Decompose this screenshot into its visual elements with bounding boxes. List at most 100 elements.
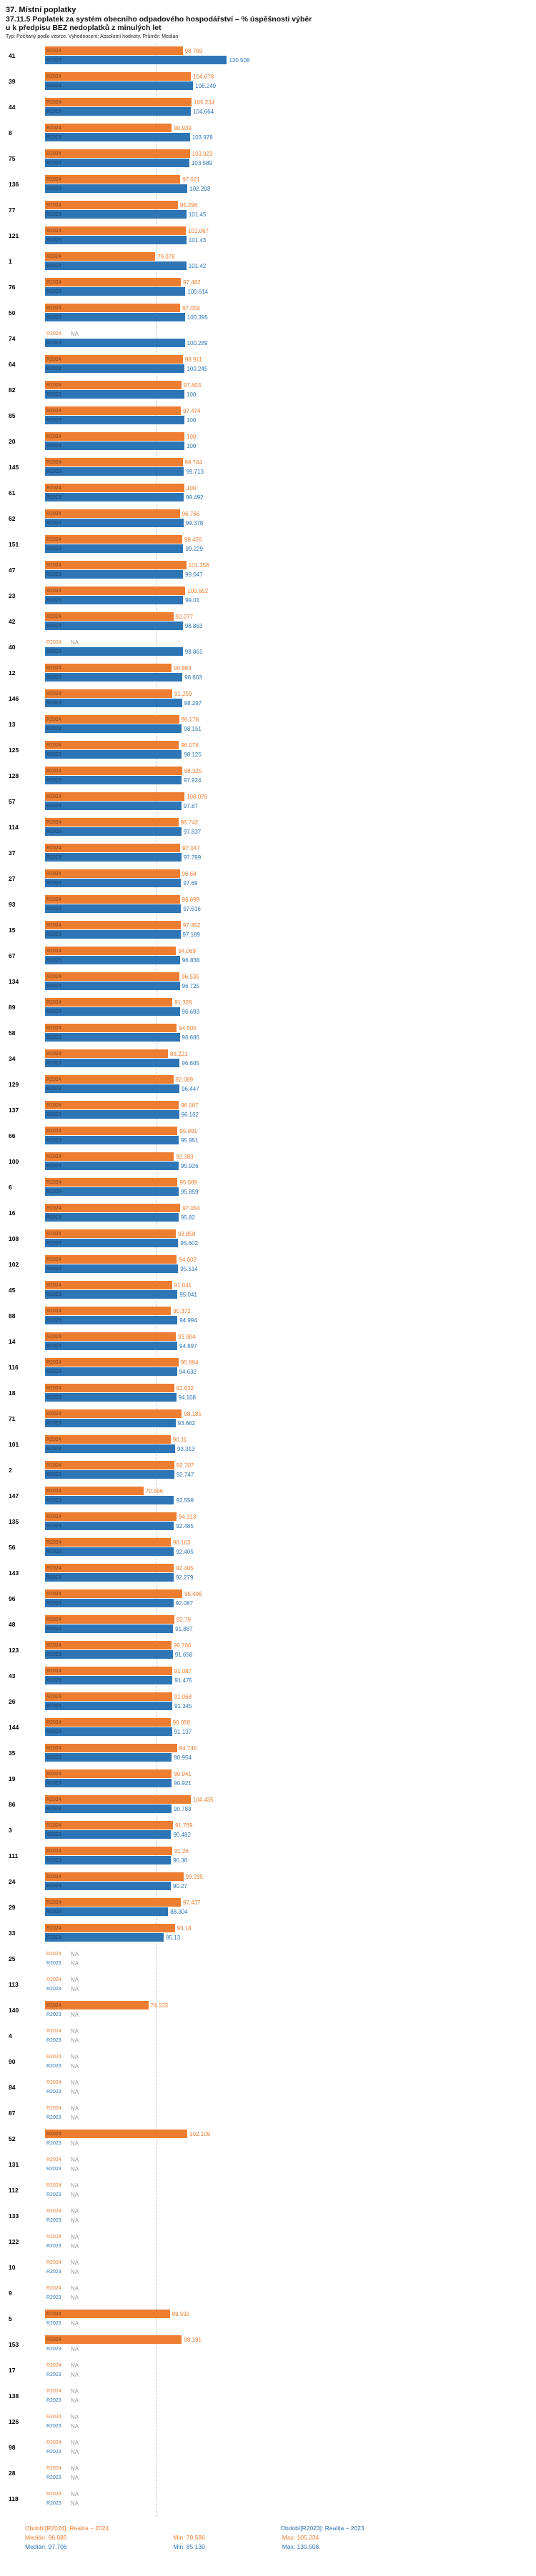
series-period-label: R2023	[46, 1549, 61, 1554]
entity-id-label: 128	[9, 772, 19, 779]
r2024-bar	[45, 561, 187, 569]
series-period-label: R2023	[46, 2140, 61, 2146]
bar-pair: R2024 NA R2023 NA	[45, 2490, 536, 2508]
bar-pair: R2024 NA R2023 NA	[45, 1950, 536, 1968]
value-label: 97.047	[182, 845, 200, 852]
series-period-label: R2024	[46, 356, 61, 362]
entity-id-label: 113	[9, 1981, 19, 1988]
r2023-bar-line: R2023 92.087	[45, 1599, 536, 1608]
chart-row: 2 R2024 92.707 R2023 92.747	[0, 1461, 536, 1479]
entity-id-label: 84	[9, 2084, 16, 2091]
value-label: NA	[71, 2028, 79, 2035]
series-period-label: R2024	[46, 434, 61, 439]
value-label: 96.007	[181, 1102, 199, 1109]
r2023-bar	[45, 81, 194, 90]
bar-pair: R2024 97.474 R2023 100	[45, 406, 536, 425]
value-label: 95.296	[179, 202, 198, 209]
series-period-label: R2024	[46, 2080, 61, 2085]
entity-id-label: 12	[9, 669, 16, 677]
r2023-bar	[45, 596, 184, 604]
series-period-label: R2023	[46, 237, 61, 243]
series-period-label: R2024	[46, 125, 61, 131]
r2024-bar	[45, 149, 190, 158]
r2024-bar	[45, 1744, 177, 1752]
entity-id-label: 1	[9, 258, 12, 265]
series-period-label: R2023	[46, 2320, 61, 2326]
bar-pair: R2024 93.858 R2023 95.602	[45, 1229, 536, 1248]
bar-pair: R2024 94.505 R2023 96.685	[45, 1024, 536, 1042]
legend-r2023: Období[R2023]: Realita – 2023	[280, 2525, 364, 2532]
r2024-bar	[45, 1667, 172, 1675]
r2023-bar-line: R2023 99.492	[45, 493, 536, 502]
series-period-label: R2023	[46, 1626, 61, 1632]
value-label: NA	[71, 1986, 79, 1992]
stats-row-r2023: Medián: 97.706 Min: 85.130 Max: 130.508.	[25, 2542, 536, 2552]
bar-pair: R2024 NA R2023 NA	[45, 2361, 536, 2380]
series-period-label: R2024	[46, 1437, 61, 1442]
value-label: 97.059	[182, 305, 200, 311]
value-label: 92.405	[176, 1565, 194, 1572]
chart-row: 74 R2024 NA R2023 100.289	[0, 329, 536, 348]
series-period-label: R2024	[46, 1642, 61, 1648]
entity-id-label: 57	[9, 798, 16, 805]
chart-row: 48 R2024 92.79 R2023 91.887	[0, 1615, 536, 1634]
chart-row: 50 R2024 97.059 R2023 100.395	[0, 304, 536, 322]
value-label: 100	[187, 391, 197, 398]
r2024-bar	[45, 1435, 171, 1444]
entity-id-label: 66	[9, 1132, 16, 1139]
series-period-label: R2023	[46, 494, 61, 500]
chart-row: 98 R2024 NA R2023 NA	[0, 2438, 536, 2457]
chart-row: 23 R2024 100.652 R2023 99.01	[0, 586, 536, 605]
series-period-label: R2023	[46, 1189, 61, 1194]
bar-pair: R2024 NA R2023 NA	[45, 2232, 536, 2251]
r2024-bar-line: R2024 96.698	[45, 895, 536, 904]
chart-row: 28 R2024 NA R2023 NA	[0, 2464, 536, 2482]
entity-id-label: 85	[9, 412, 16, 419]
r2024-bar-line: R2024 91.087	[45, 1667, 536, 1676]
r2023-bar-line: R2023 94.108	[45, 1393, 536, 1402]
r2024-bar-line: R2024 92.632	[45, 1384, 536, 1393]
entity-id-label: 121	[9, 232, 19, 239]
r2024-bar-line: R2024 96.535	[45, 972, 536, 982]
chart-row: 102 R2024 94.602 R2023 95.514	[0, 1255, 536, 1274]
series-period-label: R2023	[46, 2012, 61, 2017]
value-label: 101.45	[188, 211, 207, 218]
series-period-label: R2024	[46, 331, 61, 336]
value-label: NA	[71, 2192, 79, 2198]
bar-pair: R2024 93.18 R2023 85.13	[45, 1924, 536, 1942]
chart-row: 1 R2024 79.078 R2023 101.42	[0, 252, 536, 271]
series-period-label: R2023	[46, 1703, 61, 1709]
value-label: 93.662	[177, 1420, 196, 1427]
value-label: 100.079	[187, 794, 208, 800]
bar-pair: R2024 104.435 R2023 90.783	[45, 1795, 536, 1814]
r2024-bar	[45, 1872, 184, 1881]
bar-pair: R2024 92.383 R2023 95.926	[45, 1152, 536, 1171]
series-period-label: R2024	[46, 2285, 61, 2291]
series-period-label: R2024	[46, 99, 61, 105]
entity-id-label: 16	[9, 1209, 16, 1217]
value-label: 104.435	[192, 1797, 214, 1803]
r2023-bar	[45, 1007, 180, 1016]
r2023-bar-line: R2023 101.42	[45, 261, 536, 271]
value-label: 99.01	[185, 597, 200, 604]
entity-id-label: 64	[9, 361, 16, 368]
value-label: 97.437	[183, 1899, 201, 1906]
chart-row: 25 R2024 NA R2023 NA	[0, 1950, 536, 1968]
bar-pair: R2024 90.11 R2023 93.313	[45, 1435, 536, 1454]
chart-row: 126 R2024 NA R2023 NA	[0, 2412, 536, 2431]
series-period-label: R2024	[46, 845, 61, 851]
r2024-bar-line: R2024 92.089	[45, 1075, 536, 1084]
value-label: 96.725	[182, 983, 200, 989]
value-label: 95.742	[180, 819, 199, 826]
r2023-bar	[45, 853, 182, 862]
bar-pair: R2024 79.078 R2023 101.42	[45, 252, 536, 271]
bar-pair: R2024 NA R2023 NA	[45, 2438, 536, 2457]
series-period-label: R2024	[46, 897, 61, 902]
value-label: NA	[71, 2260, 79, 2266]
chart-row: 123 R2024 90.706 R2023 91.658	[0, 1641, 536, 1659]
series-period-label: R2023	[46, 160, 61, 166]
value-label: 95.041	[179, 1292, 197, 1298]
value-label: NA	[71, 2449, 79, 2455]
r2023-bar	[45, 930, 181, 939]
bar-pair: R2024 90.939 R2023 103.978	[45, 124, 536, 142]
